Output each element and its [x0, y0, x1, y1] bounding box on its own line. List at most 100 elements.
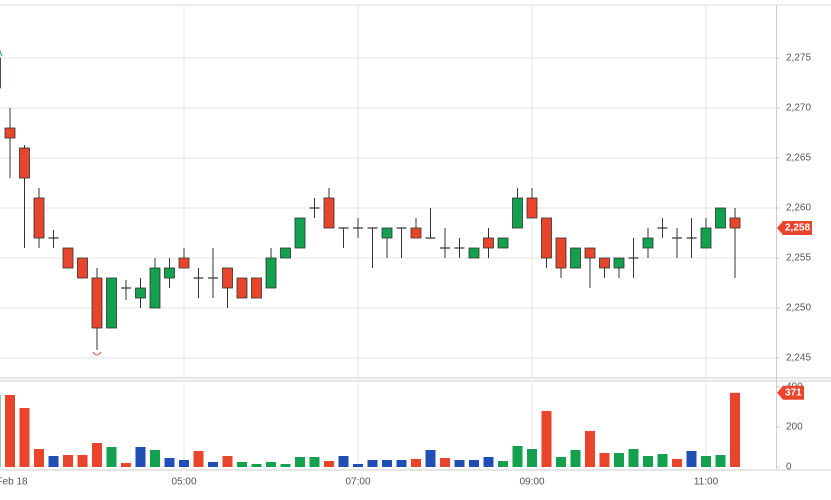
candle-body: [715, 207, 726, 229]
plot-area: [0, 5, 776, 470]
candle-body: [584, 247, 596, 259]
last-volume-tag: [777, 385, 804, 400]
high-marker: [0, 49, 3, 57]
candle-body: [541, 217, 552, 259]
volume-bar: [454, 460, 465, 467]
volume-bar: [440, 458, 450, 467]
volume-bar: [324, 461, 334, 467]
volume-bar: [135, 447, 146, 467]
volume-bar: [266, 462, 276, 467]
candle-body: [381, 227, 393, 239]
low-marker: [92, 351, 102, 356]
volume-bar: [411, 459, 421, 467]
volume-bar: [193, 451, 204, 467]
candle-body: [599, 257, 610, 269]
volume-bar: [730, 392, 740, 467]
volume-bar: [77, 455, 88, 467]
y-tick-label: 2,265: [786, 153, 811, 164]
volume-bar: [396, 460, 407, 467]
volume-bar: [614, 453, 624, 467]
volume-bar: [5, 395, 15, 467]
candle-body: [106, 277, 117, 329]
candle-body: [91, 277, 103, 329]
x-tick-label: 11:00: [694, 477, 719, 488]
axes: 2,2452,2502,2552,2602,2652,2702,27502004…: [0, 53, 812, 488]
volume-bar: [34, 449, 44, 467]
candle-body: [135, 287, 146, 299]
candle-body: [512, 197, 523, 229]
volume-bar: [48, 456, 59, 467]
volume-bar: [0, 395, 1, 467]
volume-bar: [556, 457, 566, 467]
candle-body: [613, 257, 625, 269]
candle-body: [526, 197, 538, 219]
volume-bar: [701, 456, 711, 467]
volume-bar: [483, 457, 494, 467]
x-tick-label: 09:00: [519, 477, 544, 488]
volume-bar: [164, 458, 175, 467]
volume-bar: [179, 460, 189, 467]
volume-bar: [338, 456, 349, 467]
candle-body: [251, 277, 262, 299]
volume-bar: [498, 461, 508, 467]
last-price-label: 2,258: [785, 223, 810, 234]
volume-bar: [237, 462, 247, 467]
candle-body: [164, 267, 175, 279]
candle-body: [222, 267, 233, 289]
y-tick-label: 2,260: [786, 203, 811, 214]
volume-bar: [150, 450, 160, 467]
volume-bar: [657, 454, 668, 467]
volume-bar: [541, 411, 552, 467]
y-tick-label: 2,275: [786, 53, 811, 64]
candle-body: [555, 237, 567, 269]
volume-bar: [715, 455, 726, 467]
candle-body: [497, 237, 509, 249]
volume-y-tick-label: 0: [786, 462, 792, 473]
candle-body: [642, 237, 654, 249]
candle-body: [19, 147, 30, 179]
candle-body: [236, 277, 248, 299]
candle-body: [149, 267, 161, 309]
candle-body: [483, 237, 494, 249]
candle-body: [62, 247, 74, 269]
volume-bar: [121, 463, 131, 467]
candle-body: [77, 257, 88, 279]
volume-bar: [469, 460, 479, 467]
volume-bar: [295, 457, 305, 467]
candle-body: [33, 197, 45, 239]
volume-bar: [63, 455, 73, 467]
candle-body: [280, 247, 291, 259]
volume-bar: [309, 457, 320, 467]
candle-body: [294, 217, 306, 249]
candle-body: [178, 257, 190, 269]
volume-bar: [353, 464, 363, 467]
y-tick-label: 2,255: [786, 253, 811, 264]
y-tick-label: 2,245: [786, 353, 811, 364]
volume-bar: [512, 446, 523, 467]
candle-body: [4, 127, 16, 139]
volume-bar: [280, 464, 291, 467]
volume-bar: [251, 464, 262, 467]
candle-body: [410, 227, 422, 239]
volume-bar: [92, 443, 102, 467]
candle-body: [570, 247, 581, 269]
candle-body: [0, 57, 1, 89]
volume-bar: [628, 449, 639, 467]
volume-bar: [367, 460, 378, 467]
x-tick-label: Feb 18: [0, 477, 28, 488]
volume-bar: [222, 456, 233, 467]
last-volume-label: 371: [785, 387, 802, 398]
candle-body: [265, 257, 277, 289]
volume-bar: [570, 450, 581, 467]
volume-bar: [599, 453, 610, 467]
volume-bar: [527, 449, 537, 467]
volume-bar: [382, 460, 392, 467]
volume-bar: [19, 408, 30, 467]
volume-y-tick-label: 200: [786, 422, 803, 433]
candle-body: [700, 227, 712, 249]
x-tick-label: 05:00: [171, 477, 196, 488]
y-tick-label: 2,250: [786, 303, 811, 314]
last-price-tag: [777, 221, 812, 235]
